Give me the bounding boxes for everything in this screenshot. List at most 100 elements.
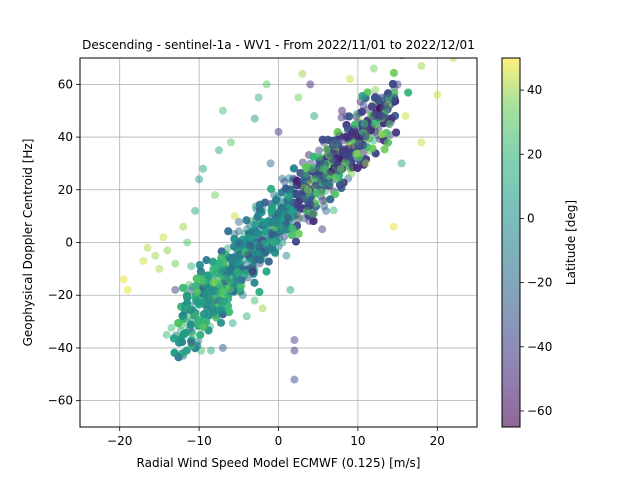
scatter-point xyxy=(289,164,298,173)
scatter-point xyxy=(256,255,265,264)
scatter-point xyxy=(338,106,346,115)
y-tick-label: 40 xyxy=(58,130,73,144)
scatter-point xyxy=(192,281,201,290)
scatter-point xyxy=(155,264,164,273)
scatter-point xyxy=(250,296,259,305)
scatter-point xyxy=(248,267,257,276)
scatter-point xyxy=(320,164,328,173)
y-tick-label: 0 xyxy=(65,236,73,250)
scatter-point xyxy=(348,128,357,137)
scatter-point xyxy=(272,219,281,228)
scatter-point xyxy=(270,238,278,247)
scatter-point xyxy=(281,184,290,193)
scatter-point xyxy=(261,198,270,207)
scatter-point xyxy=(236,282,245,291)
scatter-point xyxy=(255,206,264,214)
scatter-point xyxy=(254,93,263,102)
scatter-point xyxy=(163,246,172,255)
scatter-point xyxy=(179,330,188,339)
scatter-point xyxy=(308,164,317,173)
scatter-point xyxy=(433,90,442,99)
scatter-point xyxy=(449,58,458,62)
scatter-point xyxy=(377,93,386,102)
scatter-point xyxy=(310,112,319,120)
scatter-point xyxy=(223,244,232,253)
scatter-point xyxy=(162,330,171,339)
scatter-point xyxy=(191,206,200,215)
scatter-point xyxy=(241,268,249,277)
scatter-point xyxy=(330,146,339,155)
scatter-point xyxy=(393,80,402,89)
scatter-point xyxy=(228,319,237,328)
scatter-point xyxy=(371,93,379,102)
scatter-point xyxy=(280,177,289,186)
scatter-point xyxy=(326,195,335,204)
scatter-point xyxy=(183,293,192,302)
scatter-point xyxy=(264,257,273,266)
scatter-point xyxy=(294,229,303,238)
colorbar-ticks: −60 −40 −20 0 20 40 xyxy=(520,83,552,418)
scatter-point xyxy=(238,291,247,300)
scatter-point xyxy=(234,217,243,226)
y-axis-label: Geophysical Doppler Centroid [Hz] xyxy=(21,139,35,347)
scatter-point xyxy=(194,337,203,345)
scatter-point xyxy=(226,138,235,147)
scatter-point xyxy=(350,120,359,129)
scatter-point xyxy=(348,163,357,172)
scatter-point xyxy=(244,233,253,242)
scatter-point xyxy=(209,278,218,287)
scatter-point xyxy=(345,145,354,153)
x-axis-label: Radial Wind Speed Model ECMWF (0.125) [m… xyxy=(137,456,421,470)
scatter-point xyxy=(242,312,251,321)
scatter-point xyxy=(187,262,196,271)
scatter-point xyxy=(186,320,195,329)
scatter-point xyxy=(368,102,376,111)
scatter-point xyxy=(312,181,321,189)
scatter-point xyxy=(229,261,237,269)
scatter-point xyxy=(204,296,213,305)
scatter-point xyxy=(171,259,180,268)
colorbar-tick-label: 40 xyxy=(527,83,542,97)
scatter-point xyxy=(385,119,394,128)
scatter-point xyxy=(326,180,335,189)
scatter-point xyxy=(329,206,338,215)
scatter-point xyxy=(290,375,299,384)
scatter-point xyxy=(299,176,308,185)
scatter-point xyxy=(304,202,313,211)
scatter-point xyxy=(174,319,183,327)
scatter-point xyxy=(250,114,259,123)
scatter-point xyxy=(361,132,370,141)
scatter-point xyxy=(143,243,152,252)
scatter-point xyxy=(220,268,229,277)
scatter-point xyxy=(218,343,227,352)
scatter-point xyxy=(331,173,340,181)
scatter-point xyxy=(262,80,271,89)
scatter-point xyxy=(390,93,399,102)
scatter-point xyxy=(255,288,264,296)
scatter-point xyxy=(384,138,392,147)
scatter-point xyxy=(230,278,239,286)
scatter-point xyxy=(358,107,366,116)
scatter-point xyxy=(290,346,299,355)
scatter-point xyxy=(345,112,354,121)
scatter-point xyxy=(209,308,218,317)
y-tick-label: −20 xyxy=(48,288,73,302)
scatter-point xyxy=(342,151,351,160)
scatter-point xyxy=(242,216,251,225)
scatter-point xyxy=(179,222,188,231)
scatter-point xyxy=(187,338,196,347)
scatter-point xyxy=(211,191,219,200)
scatter-point xyxy=(192,274,201,283)
scatter-point xyxy=(286,285,295,294)
scatter-point xyxy=(203,289,212,298)
scatter-point xyxy=(378,130,387,139)
scatter-point xyxy=(217,318,225,327)
plot-area xyxy=(79,57,478,428)
x-tick-label: −20 xyxy=(107,434,132,448)
scatter-point xyxy=(218,298,227,307)
scatter-point xyxy=(381,101,390,110)
scatter-point xyxy=(234,251,243,260)
scatter-point xyxy=(224,227,233,236)
scatter-point xyxy=(209,257,217,266)
